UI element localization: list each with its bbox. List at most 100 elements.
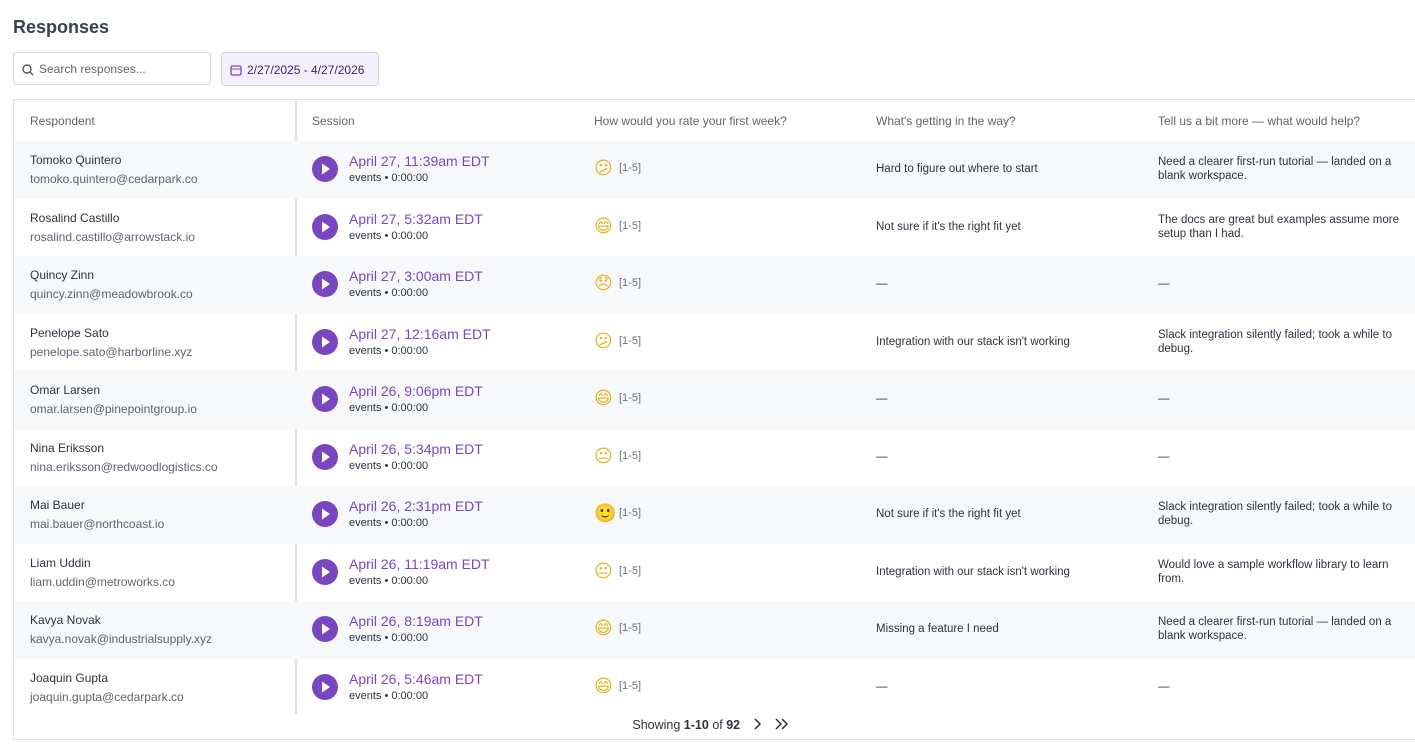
session-meta: events • 0:00:00	[349, 689, 429, 702]
play-button[interactable]	[312, 386, 338, 412]
play-button[interactable]	[312, 156, 338, 182]
more-answer: —	[1158, 450, 1170, 463]
respondent-email: tomoko.quintero@cedarpark.co	[30, 172, 198, 186]
session-link[interactable]: April 27, 3:00am EDT	[349, 268, 483, 284]
respondent-email: liam.uddin@metroworks.co	[30, 574, 175, 589]
play-button[interactable]	[312, 443, 338, 470]
session-meta: events • 0:00:00	[349, 402, 429, 414]
blocker-answer: —	[876, 278, 888, 290]
respondent-name: Nina Eriksson	[30, 440, 105, 455]
session-meta: events • 0:00:00	[349, 287, 429, 299]
more-answer: —	[1158, 278, 1170, 290]
column-header: How would you rate your first week?	[594, 114, 787, 128]
calendar-icon	[230, 65, 242, 76]
session-link[interactable]: April 26, 2:31pm EDT	[349, 498, 483, 514]
session-link[interactable]: April 26, 9:06pm EDT	[349, 383, 483, 399]
play-button[interactable]	[312, 558, 338, 585]
play-button[interactable]	[312, 501, 338, 527]
table-row: Tomoko Quintero tomoko.quintero@cedarpark…	[14, 141, 1415, 199]
session-meta: events • 0:00:00	[349, 632, 429, 644]
respondent-email: penelope.sato@harborline.xyz	[30, 344, 193, 359]
session-link[interactable]: April 27, 11:39am EDT	[349, 153, 490, 169]
respondent-name: Kavya Novak	[30, 613, 101, 627]
session-link[interactable]: April 27, 12:16am EDT	[349, 325, 491, 342]
session-link[interactable]: April 26, 5:34pm EDT	[349, 440, 483, 457]
respondent-name: Penelope Sato	[30, 325, 109, 340]
pager-range: 1-10	[683, 718, 709, 732]
column-header: Tell us a bit more — what would help?	[1158, 114, 1361, 128]
rating-scale: [1-5]	[619, 564, 642, 577]
session-link[interactable]: April 27, 5:32am EDT	[349, 210, 483, 227]
rating-scale: [1-5]	[619, 507, 642, 519]
search-placeholder: Search responses...	[39, 62, 146, 76]
responses-table: Showing 1-10 of 92 Respondent Session How …	[13, 99, 1415, 740]
rating-emoji: 😕	[594, 158, 613, 179]
respondent-email: joaquin.gupta@cedarpark.co	[30, 689, 184, 704]
respondent-email: quincy.zinn@meadowbrook.co	[30, 287, 193, 301]
rating-emoji: 😄	[594, 388, 613, 409]
more-answer: Slack integration silently failed; took …	[1158, 328, 1392, 355]
play-button[interactable]	[312, 271, 338, 297]
rating-scale: [1-5]	[619, 392, 642, 404]
table-row: Rosalind Castillo rosalind.castillo@arrow…	[14, 199, 1415, 257]
respondent-email: rosalind.castillo@arrowstack.io	[30, 229, 195, 244]
respondent-name: Joaquin Gupta	[30, 670, 109, 685]
play-button[interactable]	[312, 213, 338, 240]
respondent-name: Omar Larsen	[30, 383, 101, 397]
column-header: Respondent	[30, 114, 95, 128]
more-answer: —	[1158, 393, 1170, 405]
respondent-name: Rosalind Castillo	[30, 210, 120, 225]
play-button[interactable]	[312, 673, 338, 700]
blocker-answer: Not sure if it's the right fit yet	[876, 508, 1021, 520]
blocker-answer: Not sure if it's the right fit yet	[876, 220, 1021, 233]
rating-emoji: 😕	[594, 330, 613, 352]
more-answer: The docs are great but examples assume m…	[1158, 213, 1399, 240]
page-title: Responses	[13, 17, 110, 37]
date-range-button[interactable]: 2/27/2025 - 4/27/2026	[221, 52, 379, 86]
more-answer: Slack integration silently failed; took …	[1158, 501, 1392, 527]
play-button[interactable]	[312, 616, 338, 642]
rating-scale: [1-5]	[619, 277, 642, 289]
column-header: What's getting in the way?	[876, 114, 1016, 128]
session-meta: events • 0:00:00	[349, 172, 429, 184]
blocker-answer: Integration with our stack isn't working	[876, 335, 1070, 348]
rating-emoji: 😐	[594, 560, 613, 582]
respondent-name: Mai Bauer	[30, 498, 85, 512]
date-range: 2/27/2025 - 4/27/2026	[247, 63, 365, 77]
more-answer: Need a clearer first-run tutorial — land…	[1158, 616, 1392, 642]
rating-emoji: 😐	[594, 445, 613, 467]
rating-scale: [1-5]	[619, 449, 642, 462]
session-link[interactable]: April 26, 8:19am EDT	[349, 613, 483, 629]
blocker-answer: Integration with our stack isn't working	[876, 565, 1070, 578]
rating-scale: [1-5]	[619, 219, 642, 232]
session-link[interactable]: April 26, 5:46am EDT	[349, 670, 483, 687]
respondent-name: Tomoko Quintero	[30, 153, 122, 167]
table-row: Omar Larsen omar.larsen@pinepointgroup.io…	[14, 371, 1415, 429]
pager-of: of	[712, 718, 723, 732]
more-answer: Need a clearer first-run tutorial — land…	[1158, 156, 1392, 182]
more-answer: Would love a sample workflow library to …	[1158, 558, 1389, 585]
rating-emoji: 😞	[594, 273, 613, 294]
blocker-answer: —	[876, 680, 888, 693]
rating-emoji: 🙂	[594, 503, 617, 524]
table-row: Nina Eriksson nina.eriksson@redwoodlogist…	[14, 429, 1415, 487]
search-box[interactable]: Search responses...	[13, 52, 211, 85]
session-link[interactable]: April 26, 11:19am EDT	[349, 555, 490, 572]
table-row: Mai Bauer mai.bauer@northcoast.io April 26…	[14, 486, 1415, 544]
table-row: Liam Uddin liam.uddin@metroworks.co April …	[14, 544, 1415, 602]
pagination: Showing 1-10 of 92	[14, 718, 1414, 732]
respondent-email: omar.larsen@pinepointgroup.io	[30, 402, 197, 416]
blocker-answer: —	[876, 393, 888, 405]
session-meta: events • 0:00:00	[349, 459, 429, 472]
pager-prefix: Showing	[632, 718, 681, 732]
rating-emoji: 😄	[594, 618, 613, 639]
play-button[interactable]	[312, 328, 338, 355]
pager-arrows[interactable]	[752, 718, 796, 730]
column-header: Session	[312, 114, 355, 128]
respondent-email: mai.bauer@northcoast.io	[30, 517, 165, 531]
search-icon	[22, 64, 34, 76]
rating-scale: [1-5]	[619, 679, 642, 692]
blocker-answer: —	[876, 450, 888, 463]
session-meta: events • 0:00:00	[349, 574, 429, 587]
table-row: Penelope Sato penelope.sato@harborline.xy…	[14, 314, 1415, 372]
